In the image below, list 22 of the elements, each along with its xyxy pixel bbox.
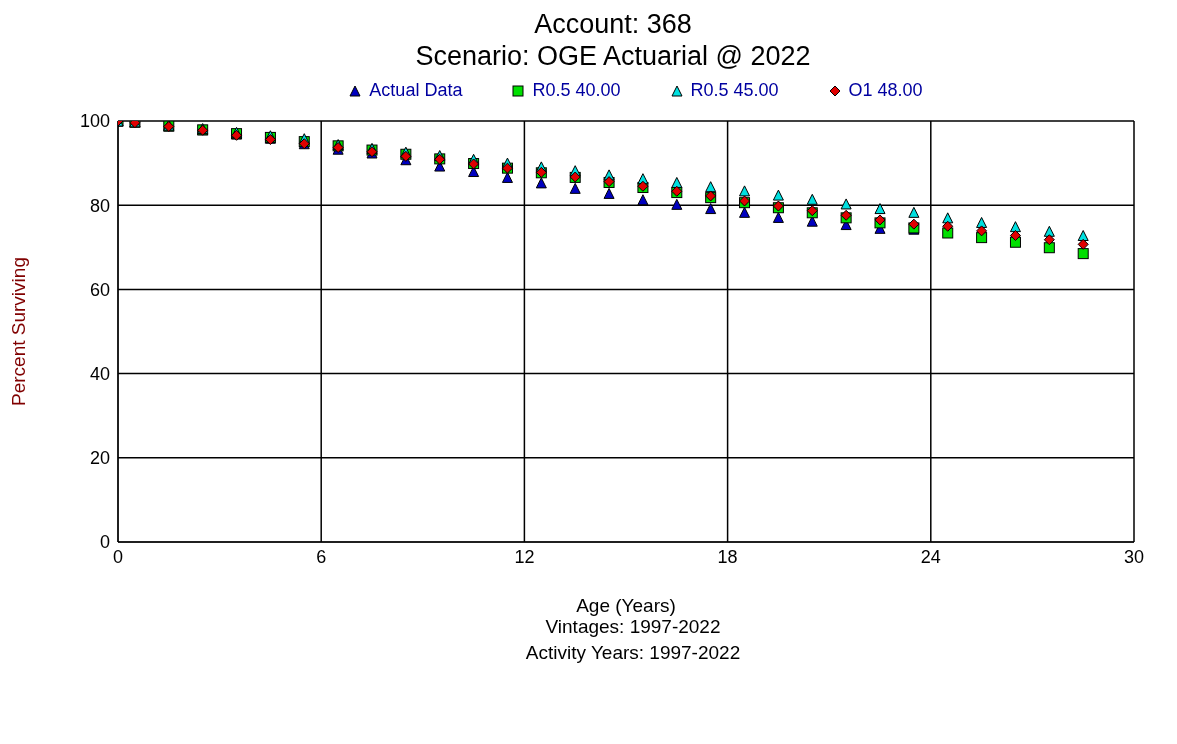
legend-label: O1 48.00 [847,80,923,101]
x-tick-label: 6 [316,546,327,567]
x-tick-label: 0 [112,546,124,567]
y-tick-label: 100 [79,111,110,132]
x-tick-label: 30 [1123,546,1145,567]
y-tick-label: 80 [89,195,110,216]
chart-subtitle: Scenario: OGE Actuarial @ 2022 [414,40,812,72]
x-axis-title: Age (Years) [576,595,676,616]
y-tick-label: 60 [89,279,110,300]
legend-label: Actual Data [368,80,463,101]
y-tick-label: 40 [89,363,110,384]
y-axis-title: Percent Surviving [7,257,29,406]
x-tick-label: 24 [920,546,941,567]
chart-title: Account: 368 [533,8,693,40]
y-tick-label: 0 [99,532,110,553]
text: Vintages: 1997-2022 [544,616,722,639]
y-tick-label: 20 [89,448,110,469]
x-tick-label: 18 [717,546,738,567]
legend-label: R0.5 45.00 [689,80,779,101]
text: Activity Years: 1997-2022 [524,641,742,665]
legend-label: R0.5 40.00 [531,80,621,101]
x-tick-label: 12 [514,546,535,567]
